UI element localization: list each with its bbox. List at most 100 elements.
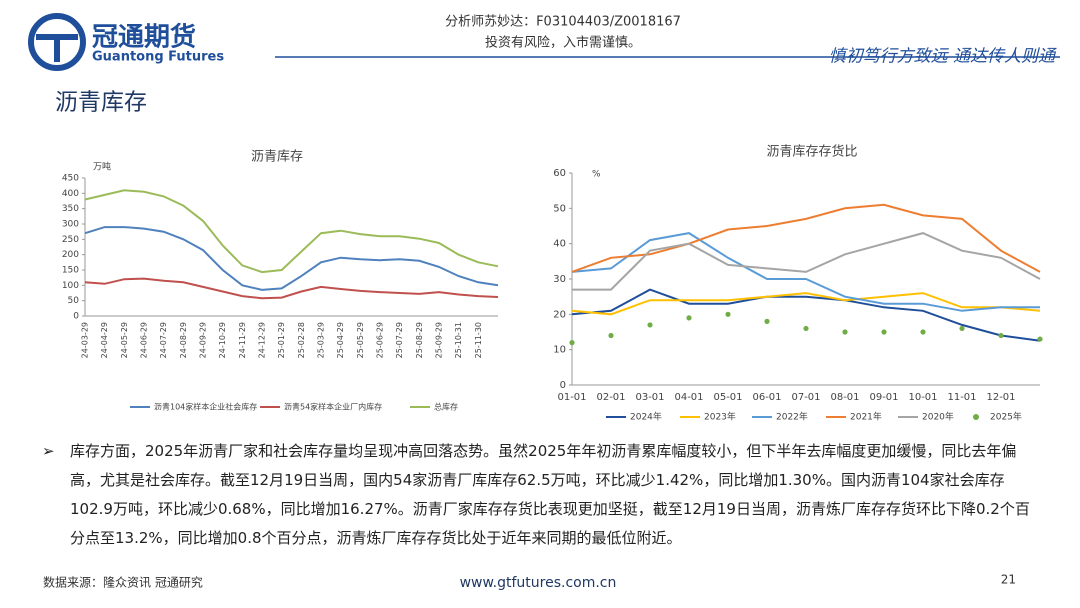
x-tick-label: 25-07-29 (395, 322, 404, 358)
dot (725, 311, 731, 317)
y-tick-label: 40 (553, 239, 566, 250)
y-tick-label: 10 (553, 345, 566, 356)
x-tick-label: 25-09-29 (435, 322, 444, 358)
x-tick-label: 10-01 (908, 392, 937, 403)
x-tick-label: 12-01 (986, 392, 1015, 403)
legend-label: 2023年 (704, 411, 736, 423)
y-tick-label: 400 (62, 189, 79, 199)
y-tick-label: 50 (553, 203, 566, 214)
x-tick-label: 24-08-29 (179, 322, 188, 358)
x-tick-label: 11-01 (947, 392, 976, 403)
x-tick-label: 03-01 (635, 392, 664, 403)
y-tick-label: 0 (73, 312, 79, 322)
y-tick-label: 150 (62, 266, 79, 276)
series-line (571, 288, 1041, 342)
x-tick-label: 24-04-29 (100, 322, 109, 358)
x-tick-label: 25-11-30 (474, 322, 483, 358)
x-tick-label: 25-06-29 (376, 322, 385, 358)
dot (686, 315, 692, 321)
series-line (84, 226, 499, 291)
x-tick-label: 01-01 (557, 392, 586, 403)
dot (998, 332, 1004, 339)
url: www.gtfutures.com.cn (460, 575, 617, 591)
analyst: 分析师苏妙达：F03104403/Z0018167 (445, 14, 681, 30)
x-tick-label: 07-01 (791, 392, 820, 403)
dot (1037, 336, 1043, 342)
y-tick-label: 350 (62, 204, 79, 214)
x-tick-label: 24-03-29 (81, 322, 90, 358)
legend-label: 2022年 (776, 411, 808, 423)
y-tick-label: 20 (553, 309, 566, 320)
series-line (84, 277, 499, 300)
dot (842, 329, 848, 335)
x-tick-label: 08-01 (830, 392, 859, 403)
x-tick-label: 24-11-29 (238, 322, 247, 358)
x-tick-label: 25-10-31 (454, 322, 463, 358)
x-tick-label: 24-09-29 (199, 322, 208, 358)
logo-bar (36, 34, 78, 40)
x-tick-label: 04-01 (674, 392, 703, 403)
legend-label: 2021年 (850, 411, 882, 423)
series-line (571, 203, 1041, 273)
legend-label: 沥青104家样本企业社会库存 (154, 402, 257, 412)
chart-title: 沥青库存 (251, 149, 303, 165)
legend-label: 沥青54家样本企业厂内库存 (284, 402, 382, 412)
legend-swatch (973, 414, 979, 420)
body-block: ➢ 库存方面，2025年沥青厂家和社会库存量均呈现冲高回落态势。虽然2025年年… (42, 437, 1042, 553)
x-tick-label: 25-02-28 (297, 322, 306, 358)
dot (881, 329, 887, 335)
page-number: 21 (1001, 573, 1016, 587)
y-tick-label: 450 (62, 174, 79, 184)
body-text: 库存方面，2025年沥青厂家和社会库存量均呈现冲高回落态势。虽然2025年年初沥… (70, 442, 1030, 547)
y-tick-label: 200 (62, 250, 79, 260)
series-line (571, 232, 1040, 312)
x-tick-label: 24-05-29 (120, 322, 129, 358)
x-tick-label: 02-01 (596, 392, 625, 403)
logo-text: 冠通期货 (92, 22, 196, 53)
risk-note: 投资有风险，入市需谨慎。 (485, 35, 641, 51)
x-tick-label: 24-10-29 (218, 322, 227, 358)
x-tick-label: 24-07-29 (159, 322, 168, 358)
logo-en: Guantong Futures (92, 50, 224, 65)
dot (959, 325, 965, 332)
dot (647, 322, 653, 328)
source: 数据来源：隆众资讯 冠通研究 (43, 575, 203, 590)
dot (608, 332, 614, 339)
dot (569, 340, 575, 346)
x-tick-label: 24-06-29 (140, 322, 149, 358)
x-tick-label: 25-03-29 (317, 322, 326, 358)
y-tick-label: 250 (62, 235, 79, 245)
x-tick-label: 24-12-29 (258, 322, 267, 358)
series-line (84, 189, 499, 274)
chart-title: 沥青库存存货比 (766, 144, 857, 160)
slogan: 慎初笃行方致远 通达传人则通 (829, 47, 1057, 67)
y-unit: % (592, 170, 601, 180)
x-tick-label: 25-08-29 (415, 322, 424, 358)
dot (920, 329, 926, 335)
x-tick-label: 05-01 (713, 392, 742, 403)
y-tick-label: 60 (553, 168, 566, 179)
x-tick-label: 25-05-29 (356, 322, 365, 358)
bullet: ➢ (42, 442, 55, 460)
legend-label: 2020年 (922, 411, 954, 423)
logo-stem (54, 40, 60, 62)
dot (803, 325, 809, 332)
dot (764, 318, 770, 324)
x-tick-label: 06-01 (752, 392, 781, 403)
x-tick-label: 09-01 (869, 392, 898, 403)
series-line (572, 232, 1041, 291)
x-tick-label: 25-01-29 (277, 322, 286, 358)
y-tick-label: 50 (68, 296, 80, 306)
y-tick-label: 100 (62, 281, 79, 291)
legend-label: 2025年 (990, 411, 1022, 423)
y-unit: 万吨 (93, 161, 111, 173)
y-tick-label: 30 (553, 274, 566, 285)
logo-ring (28, 13, 86, 71)
legend-label: 总库存 (434, 402, 458, 412)
x-tick-label: 25-04-29 (336, 322, 345, 358)
y-tick-label: 300 (62, 220, 79, 230)
slide-title: 沥青库存 (55, 90, 147, 116)
